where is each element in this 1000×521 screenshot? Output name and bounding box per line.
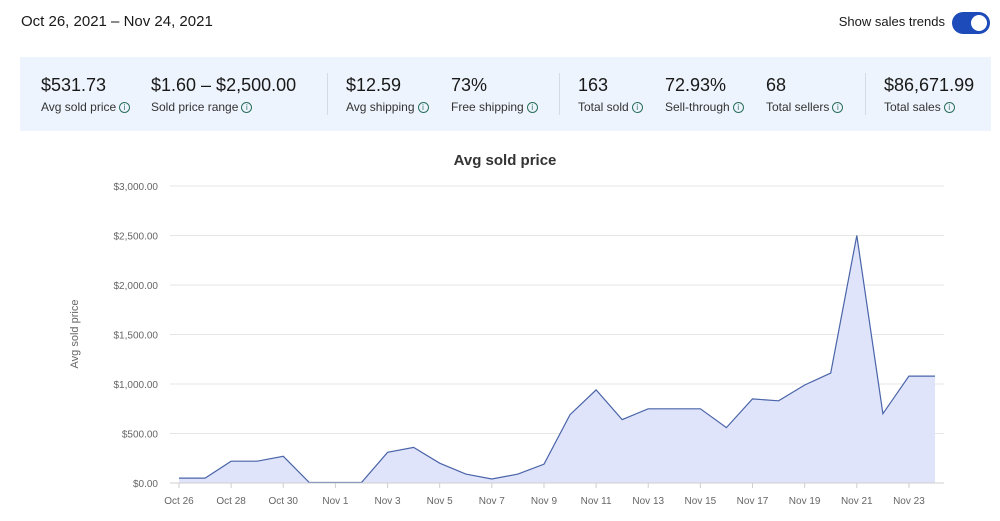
x-tick-label: Nov 19 [789, 496, 821, 507]
stat-value: $531.73 [41, 75, 107, 95]
stat-label: Free shipping [451, 100, 524, 114]
x-tick-label: Nov 3 [374, 496, 401, 507]
data-point[interactable] [829, 371, 833, 375]
data-point[interactable] [386, 450, 390, 454]
stat-avg-sold-price: $531.73 Avg sold price i [41, 75, 131, 114]
data-point[interactable] [568, 413, 572, 417]
info-icon[interactable]: i [732, 101, 744, 113]
stat-value: $86,671.99 [884, 75, 975, 95]
data-point[interactable] [516, 472, 520, 476]
stat-value: 73% [451, 75, 488, 95]
divider [327, 73, 328, 115]
y-tick-label: $1,500.00 [114, 331, 159, 342]
info-icon[interactable]: i [417, 101, 429, 113]
info-icon[interactable]: i [119, 101, 131, 113]
info-icon[interactable]: i [241, 101, 253, 113]
y-axis-label: Avg sold price [69, 300, 81, 369]
data-point[interactable] [620, 418, 624, 422]
data-point[interactable] [933, 374, 937, 378]
stat-value: 68 [766, 75, 787, 95]
data-point[interactable] [255, 459, 259, 463]
stat-label: Total sold [578, 100, 629, 114]
x-tick-label: Oct 30 [269, 496, 299, 507]
data-point[interactable] [464, 472, 468, 476]
stats-panel: $531.73 Avg sold price i $1.60 – $2,500.0… [20, 57, 991, 131]
header: Oct 26, 2021 – Nov 24, 2021 Show sales t… [0, 0, 1000, 48]
x-tick-label: Oct 26 [164, 496, 194, 507]
x-tick-label: Nov 21 [841, 496, 873, 507]
y-tick-label: $0.00 [133, 479, 158, 490]
stat-sold-price-range: $1.60 – $2,500.00 Sold price range i [151, 75, 296, 114]
toggle-knob [971, 15, 987, 31]
y-tick-label: $2,000.00 [114, 281, 159, 292]
x-tick-label: Nov 23 [893, 496, 925, 507]
stat-label: Avg shipping [346, 100, 415, 114]
x-tick-label: Nov 15 [685, 496, 717, 507]
data-point[interactable] [855, 234, 859, 238]
data-point[interactable] [177, 476, 181, 480]
sales-trends-toggle[interactable] [952, 12, 990, 34]
data-point[interactable] [646, 407, 650, 411]
info-icon[interactable]: i [943, 101, 955, 113]
stat-label: Total sellers [766, 100, 830, 114]
stat-label: Total sales [884, 100, 941, 114]
x-tick-label: Nov 13 [632, 496, 664, 507]
stat-label: Avg sold price [41, 100, 117, 114]
data-point[interactable] [881, 412, 885, 416]
y-tick-label: $2,500.00 [114, 232, 159, 243]
info-icon[interactable]: i [526, 101, 538, 113]
avg-sold-price-chart[interactable]: $0.00 $500.00 $1,000.00 $1,500.00 $2,000.00 $… [0, 140, 1000, 521]
stat-label: Sold price range [151, 100, 239, 114]
sales-trends-label: Show sales trends [838, 14, 945, 29]
stat-total-sellers: 68 Total sellers i [766, 75, 844, 114]
stat-value: 72.93% [665, 75, 727, 95]
x-tick-label: Oct 28 [216, 496, 246, 507]
info-icon[interactable]: i [832, 101, 844, 113]
date-range: Oct 26, 2021 – Nov 24, 2021 [21, 13, 213, 30]
x-tick-label: Nov 9 [531, 496, 558, 507]
data-point[interactable] [438, 461, 442, 465]
stat-value: $12.59 [346, 75, 402, 95]
series-line [179, 235, 935, 484]
x-tick-label: Nov 7 [479, 496, 506, 507]
data-point[interactable] [412, 445, 416, 449]
data-point[interactable] [490, 477, 494, 481]
divider [865, 73, 866, 115]
data-point[interactable] [542, 462, 546, 466]
stat-label: Sell-through [665, 100, 730, 114]
chart-container: Avg sold price $0.00 $500.00 $1,000.00 $1,5… [0, 140, 1000, 521]
y-tick-label: $500.00 [122, 430, 159, 441]
x-tick-label: Nov 11 [581, 496, 612, 507]
data-point[interactable] [203, 476, 207, 480]
data-point[interactable] [724, 426, 728, 430]
area-fill [179, 235, 935, 483]
chart-title: Avg sold price [453, 152, 557, 169]
x-tick-label: Nov 17 [737, 496, 769, 507]
data-point[interactable] [751, 397, 755, 401]
stat-sell-through: 72.93% Sell-through i [665, 75, 744, 114]
data-point[interactable] [229, 459, 233, 463]
data-point[interactable] [594, 388, 598, 392]
data-point[interactable] [698, 407, 702, 411]
y-tick-label: $1,000.00 [114, 380, 159, 391]
stat-value: 163 [578, 75, 609, 95]
info-icon[interactable]: i [631, 101, 643, 113]
data-point[interactable] [281, 454, 285, 458]
stat-value: $1.60 – $2,500.00 [151, 75, 297, 95]
data-point[interactable] [672, 407, 676, 411]
data-point[interactable] [777, 399, 781, 403]
data-point[interactable] [907, 374, 911, 378]
stat-total-sales: $86,671.99 Total sales i [884, 75, 974, 114]
divider [559, 73, 560, 115]
y-tick-label: $3,000.00 [114, 182, 159, 193]
x-tick-label: Nov 1 [322, 496, 349, 507]
stat-avg-shipping: $12.59 Avg shipping i [346, 75, 429, 114]
data-point[interactable] [803, 383, 807, 387]
x-tick-label: Nov 5 [427, 496, 454, 507]
stat-total-sold: 163 Total sold i [578, 75, 643, 114]
stat-free-shipping: 73% Free shipping i [451, 75, 538, 114]
